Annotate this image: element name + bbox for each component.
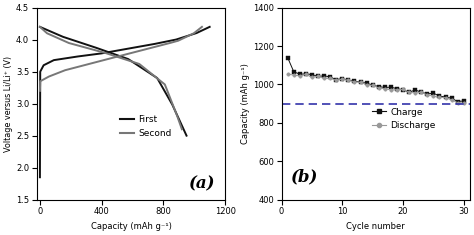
Legend: Charge, Discharge: Charge, Discharge bbox=[369, 104, 439, 134]
Y-axis label: Voltage versus Li/Li⁺ (V): Voltage versus Li/Li⁺ (V) bbox=[4, 56, 13, 152]
X-axis label: Capacity (mAh g⁻¹): Capacity (mAh g⁻¹) bbox=[91, 222, 172, 231]
X-axis label: Cycle number: Cycle number bbox=[346, 222, 405, 231]
Legend: First, Second: First, Second bbox=[117, 112, 175, 141]
Text: (a): (a) bbox=[189, 176, 216, 193]
Text: (b): (b) bbox=[291, 168, 318, 185]
Y-axis label: Capacity (mAh g⁻¹): Capacity (mAh g⁻¹) bbox=[241, 63, 250, 144]
